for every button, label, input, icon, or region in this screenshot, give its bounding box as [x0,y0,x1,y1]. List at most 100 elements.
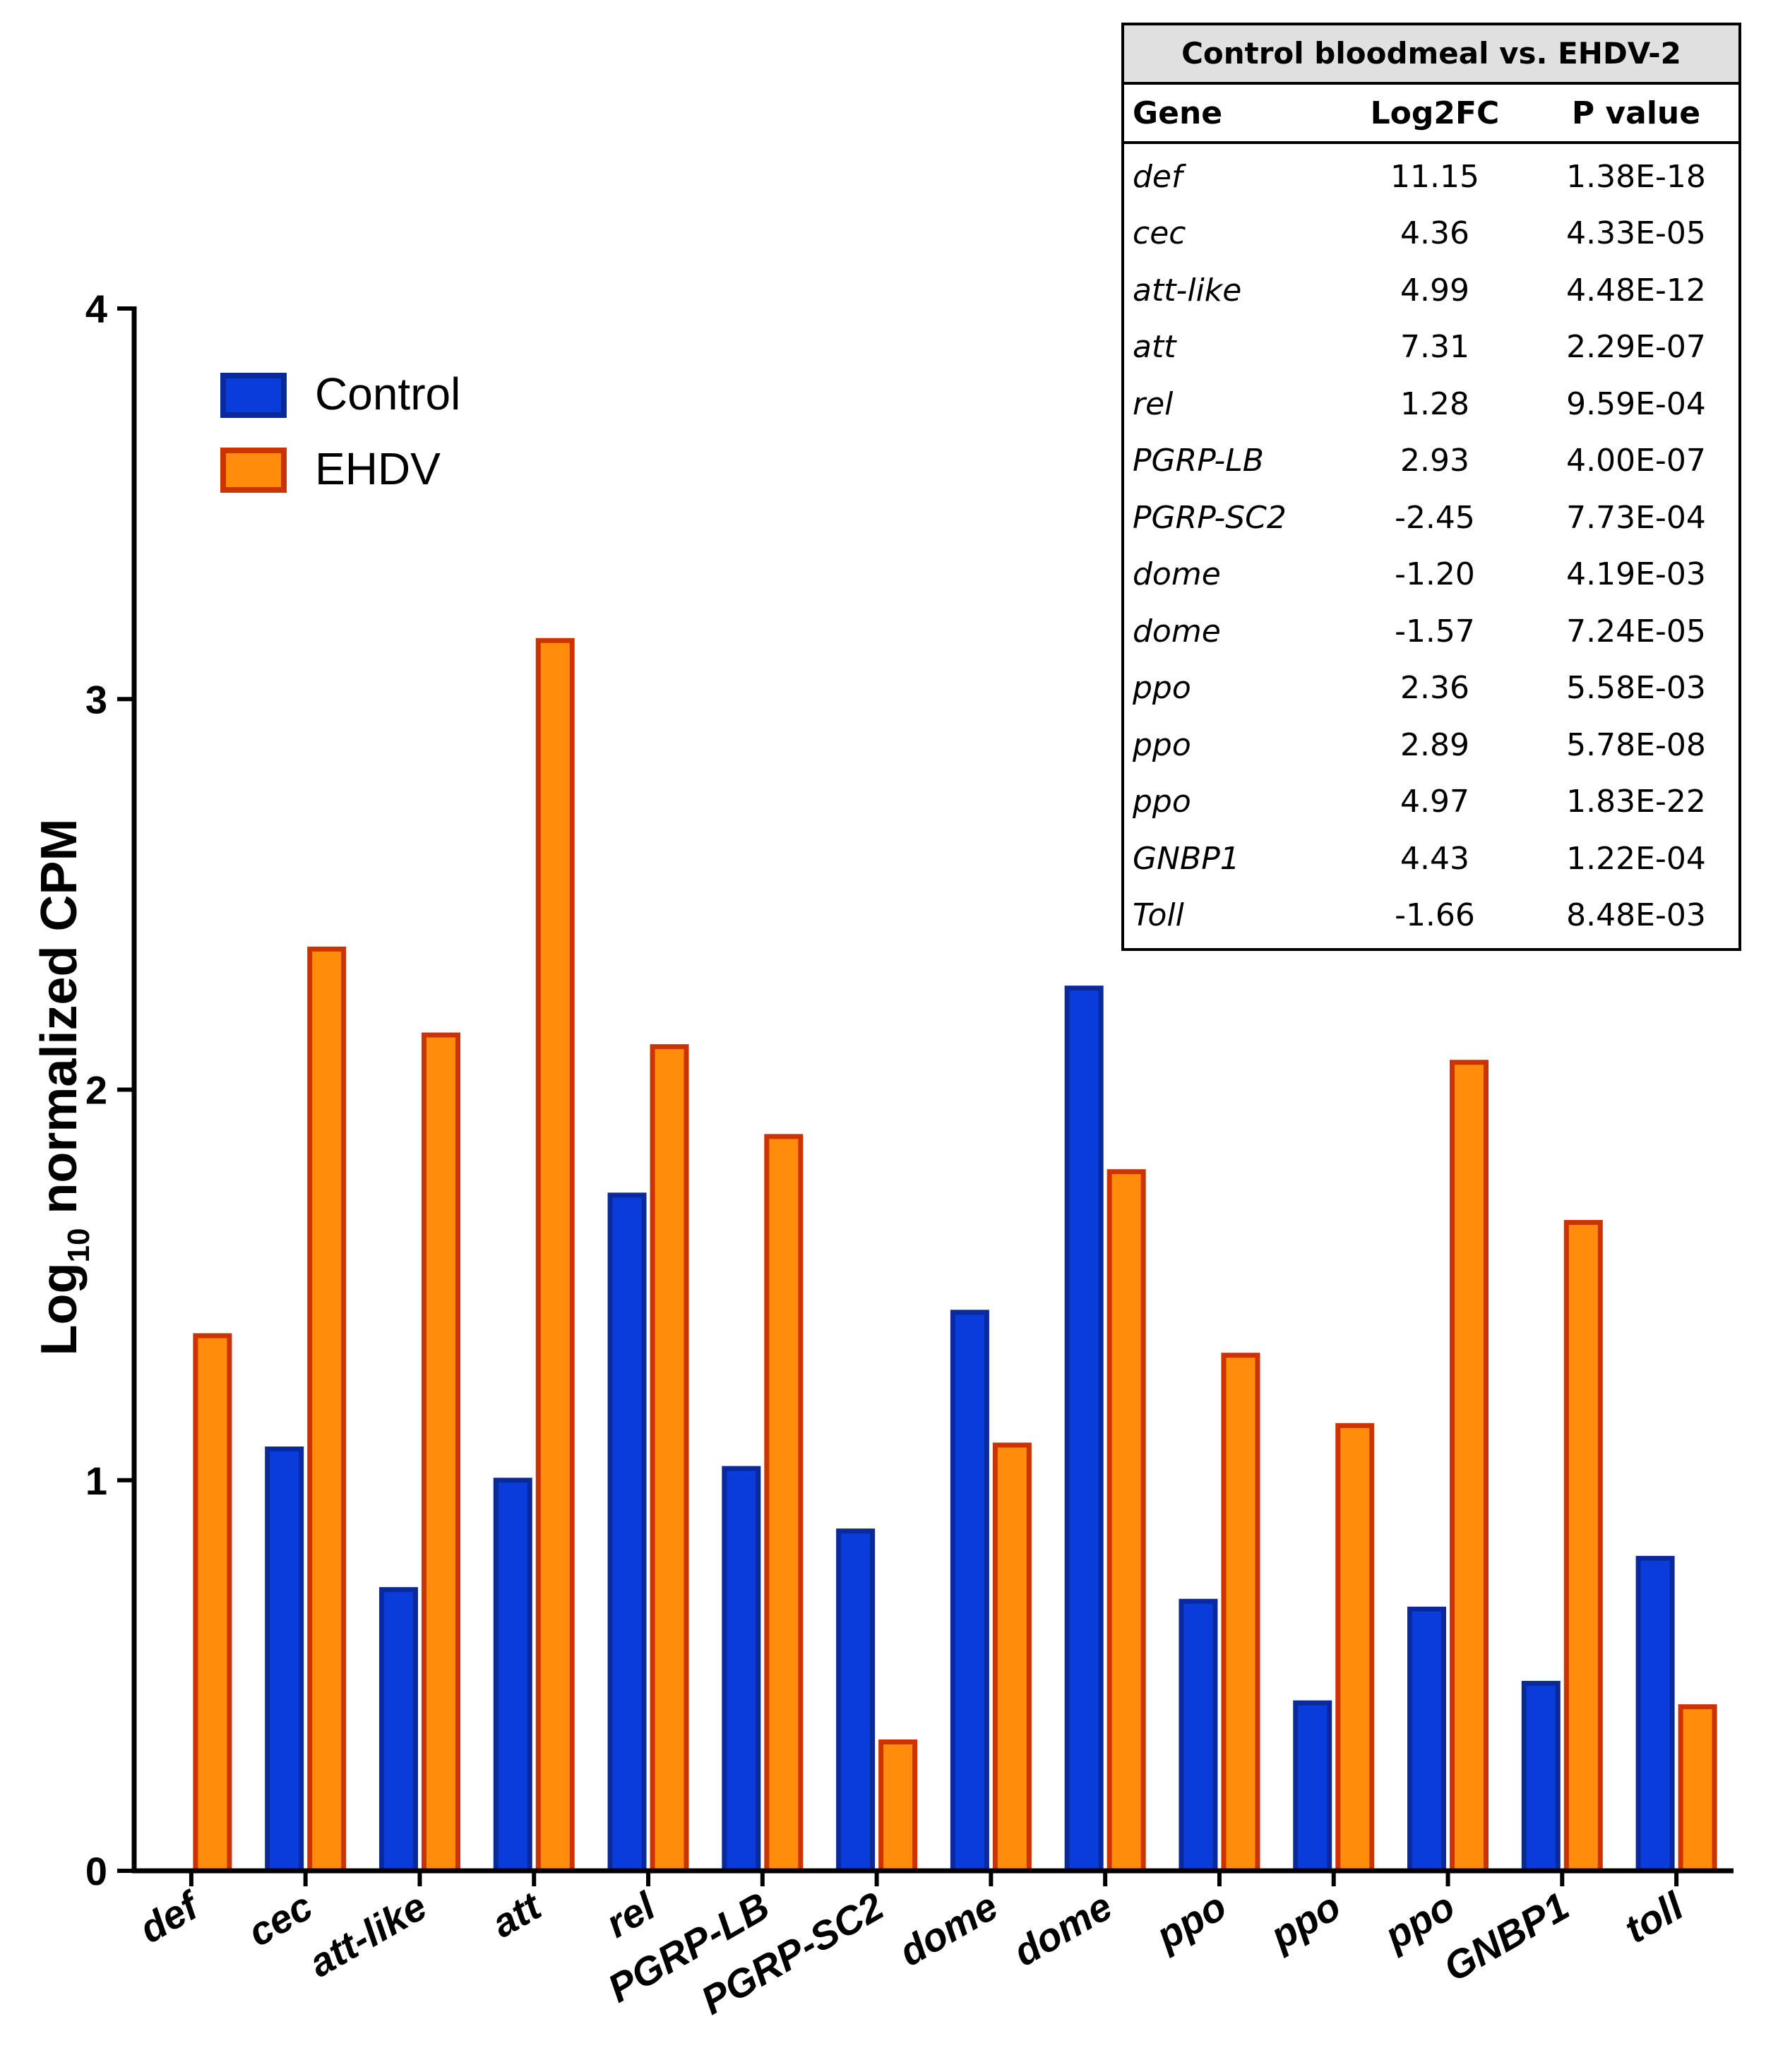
table-row: PGRP-LB 2.93 4.00E-07 [1124,433,1738,490]
table-cell-gene: att-like [1133,272,1242,309]
table-row: att 7.31 2.29E-07 [1124,319,1738,376]
table-cell-gene: ppo [1133,726,1191,763]
y-tick-label: 4 [85,287,107,331]
table-cell-pvalue: 5.58E-03 [1566,670,1706,707]
x-tick-label: dome [1006,1884,1119,1975]
table-cell-pvalue: 7.73E-04 [1566,499,1706,536]
table-cell-log2fc: 1.28 [1400,385,1469,422]
bar-ehdv-ppo [1450,1060,1489,1874]
table-row: att-like 4.99 4.48E-12 [1124,262,1738,319]
bar-ehdv-dome [1106,1169,1146,1874]
table-cell-pvalue: 5.78E-08 [1566,726,1706,763]
table-cell-log2fc: 4.97 [1400,784,1469,820]
bar-control-att [493,1478,532,1874]
table-cell-log2fc: 2.89 [1400,726,1469,763]
bar-ehdv-pgrp-sc2 [878,1739,918,1874]
table-row: rel 1.28 9.59E-04 [1124,376,1738,433]
table-row: cec 4.36 4.33E-05 [1124,205,1738,263]
header-pvalue: P value [1571,95,1701,131]
bar-ehdv-def [193,1333,232,1874]
svg-text:Log10 normalized CPM: Log10 normalized CPM [31,819,96,1356]
y-axis-title-subscript: 10 [61,1228,96,1263]
table-cell-gene: rel [1133,385,1174,422]
y-tick-label: 0 [85,1849,107,1893]
bar-ehdv-cec [307,946,347,1874]
table-header-row: Gene Log2FC P value [1124,85,1738,144]
x-tick-label: ppo [1147,1884,1234,1959]
table-cell-gene: cec [1133,215,1186,252]
table-cell-gene: Toll [1133,897,1184,934]
bar-control-ppo [1179,1598,1218,1874]
table-row: dome -1.20 4.19E-03 [1124,546,1738,604]
table-cell-gene: PGRP-SC2 [1133,499,1287,536]
bar-ehdv-ppo [1335,1423,1375,1874]
table-cell-pvalue: 8.48E-03 [1566,897,1706,934]
header-log2fc: Log2FC [1370,95,1500,131]
y-tick-label: 3 [85,677,107,721]
table-cell-gene: def [1133,158,1183,195]
bar-ehdv-dome [992,1442,1032,1874]
table-cell-pvalue: 4.19E-03 [1566,556,1706,593]
table-row: PGRP-SC2 -2.45 7.73E-04 [1124,489,1738,546]
table-row: dome -1.57 7.24E-05 [1124,603,1738,660]
y-axis-title-main: Log [31,1263,88,1356]
table-body: def 11.15 1.38E-18 cec 4.36 4.33E-05 att-like 4… [1124,144,1738,948]
table-cell-log2fc: -2.45 [1395,499,1475,536]
legend-label-control: Control [315,369,460,419]
x-tick-label: rel [598,1883,663,1946]
table-row: ppo 4.97 1.83E-22 [1124,774,1738,831]
table-cell-pvalue: 4.00E-07 [1566,443,1706,479]
table-row: ppo 2.89 5.78E-08 [1124,717,1738,774]
table-cell-log2fc: -1.20 [1395,556,1475,593]
table-row: GNBP1 4.43 1.22E-04 [1124,830,1738,887]
x-tick-label: att [484,1883,549,1946]
stats-table: Control bloodmeal vs. EHDV-2 Gene Log2FC… [1121,23,1741,951]
table-title: Control bloodmeal vs. EHDV-2 [1124,25,1738,85]
header-gene: Gene [1133,95,1223,131]
x-tick-label: toll [1617,1883,1691,1951]
table-cell-pvalue: 1.22E-04 [1566,840,1706,877]
legend-swatch-control [220,373,287,418]
x-tick-label: ppo [1262,1884,1348,1959]
table-cell-log2fc: 4.43 [1400,840,1469,877]
table-cell-pvalue: 4.33E-05 [1566,215,1706,252]
bar-control-dome [950,1310,989,1874]
bar-control-att-like [378,1587,418,1874]
legend-label-ehdv: EHDV [315,443,441,494]
table-cell-gene: GNBP1 [1133,840,1240,877]
x-tick-label: dome [892,1884,1006,1975]
x-tick-label: att-like [302,1884,434,1986]
table-row: ppo 2.36 5.58E-03 [1124,660,1738,717]
bar-ehdv-att-like [421,1032,460,1874]
y-axis-title: Log10 normalized CPM [31,819,96,1356]
table-cell-gene: dome [1133,556,1221,593]
table-cell-log2fc: 4.99 [1400,272,1469,309]
table-cell-pvalue: 1.38E-18 [1566,158,1706,195]
bar-ehdv-toll [1678,1704,1717,1874]
bar-control-toll [1635,1555,1675,1874]
table-cell-log2fc: 2.36 [1400,670,1469,707]
bar-control-cec [265,1446,304,1874]
bar-control-dome [1064,986,1104,1874]
bar-ehdv-gnbp1 [1563,1220,1603,1874]
y-tick-label: 1 [85,1459,107,1503]
table-cell-log2fc: -1.57 [1395,613,1475,649]
table-cell-gene: ppo [1133,670,1191,707]
legend-swatch-ehdv [220,448,287,493]
bar-control-gnbp1 [1521,1680,1561,1874]
table-cell-gene: PGRP-LB [1133,443,1264,479]
x-tick-label: def [132,1881,209,1951]
bar-ehdv-pgrp-lb [764,1134,804,1874]
table-cell-pvalue: 4.48E-12 [1566,272,1706,309]
table-cell-gene: dome [1133,613,1221,649]
table-row: def 11.15 1.38E-18 [1124,148,1738,205]
table-row: Toll -1.66 8.48E-03 [1124,887,1738,945]
y-axis-title-rest: normalized CPM [31,819,88,1228]
bar-control-rel [607,1192,647,1874]
table-cell-pvalue: 2.29E-07 [1566,329,1706,366]
bar-control-pgrp-lb [722,1466,761,1874]
bar-control-ppo [1407,1606,1447,1874]
table-cell-log2fc: 11.15 [1390,158,1479,195]
table-cell-pvalue: 7.24E-05 [1566,613,1706,649]
